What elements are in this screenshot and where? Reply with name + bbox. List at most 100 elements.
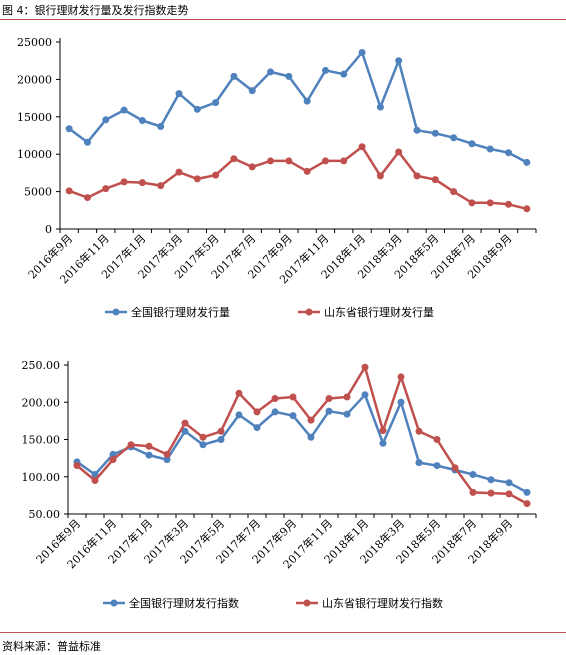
data-point [413,172,421,180]
data-point [83,194,91,202]
data-point [415,459,423,467]
data-point [65,125,73,133]
data-point [163,450,171,458]
data-point [235,389,243,397]
data-point [120,178,128,186]
y-tick-label: 200.00 [22,396,61,409]
data-point [431,129,439,137]
data-point [138,117,146,125]
figure-title: 图 4：银行理财发行量及发行指数走势 [2,4,189,17]
issuance-volume-chart: 05000100001500020000250002016年9月2016年11月… [17,36,537,319]
data-point [217,427,225,435]
data-point [102,116,110,124]
data-point [181,427,189,435]
data-point [212,171,220,179]
data-point [395,57,403,65]
data-point [523,205,531,213]
data-point [395,148,403,156]
data-point [450,188,458,196]
data-point [157,123,165,131]
data-point [145,451,153,459]
data-point [358,143,366,151]
data-point [505,490,513,498]
data-point [487,476,495,484]
data-point [505,479,513,487]
data-point [212,99,220,107]
data-point [230,155,238,163]
data-point [397,398,405,406]
data-point [376,172,384,180]
footer-rule [0,632,566,633]
data-point [303,97,311,105]
data-point [253,408,261,416]
y-tick-label: 20000 [17,73,52,86]
y-tick-label: 25000 [17,36,52,49]
data-point [431,176,439,184]
y-tick-label: 50.00 [29,508,61,521]
data-point [361,391,369,399]
data-point [468,140,476,148]
data-point [379,439,387,447]
title-rule [0,19,566,20]
data-point [271,395,279,403]
data-point [73,462,81,470]
data-point [235,411,243,419]
data-point [523,500,531,508]
y-tick-label: 250.00 [22,359,61,372]
data-point [289,412,297,420]
data-point [65,187,73,195]
data-point [109,456,117,464]
y-tick-label: 15000 [17,111,52,124]
data-point [376,103,384,111]
legend-marker-0 [112,308,120,316]
legend-label-1: 山东省银行理财发行量 [324,305,434,319]
data-point [523,158,531,166]
data-point [248,163,256,171]
legend-marker-1 [305,308,313,316]
data-point [468,199,476,207]
data-point [271,408,279,416]
data-point [415,427,423,435]
data-point [379,427,387,435]
legend-label-1: 山东省银行理财发行指数 [322,596,443,610]
data-point [340,157,348,165]
series-line-1 [76,365,528,505]
data-point [127,441,135,449]
data-point [343,393,351,401]
data-point [321,157,329,165]
data-point [175,90,183,98]
data-point [138,179,146,187]
legend-label-0: 全国银行理财发行量 [131,305,230,319]
data-point [285,157,293,165]
data-point [358,48,366,56]
data-point [193,105,201,113]
data-point [102,185,110,193]
legend-marker-0 [110,599,118,607]
y-tick-label: 150.00 [22,434,61,447]
data-point [193,175,201,183]
data-point [433,436,441,443]
data-point [303,167,311,175]
y-tick-label: 0 [45,223,52,236]
data-point [487,489,495,497]
data-point [433,462,441,470]
y-tick-label: 5000 [24,186,52,199]
data-point [267,68,275,76]
data-point [267,157,275,165]
data-point [307,416,315,424]
data-point [505,200,513,208]
data-point [325,395,333,403]
issuance-index-chart: 50.00100.00150.00200.00250.002016年9月2016… [22,359,537,610]
data-point [120,106,128,114]
data-point [163,456,171,464]
data-point [217,436,225,443]
data-point [181,419,189,427]
data-point [91,471,99,479]
data-point [289,393,297,401]
data-point [361,363,369,371]
data-point [248,87,256,95]
data-point [486,145,494,153]
data-point [307,433,315,441]
data-point [340,70,348,78]
data-point [157,182,165,190]
